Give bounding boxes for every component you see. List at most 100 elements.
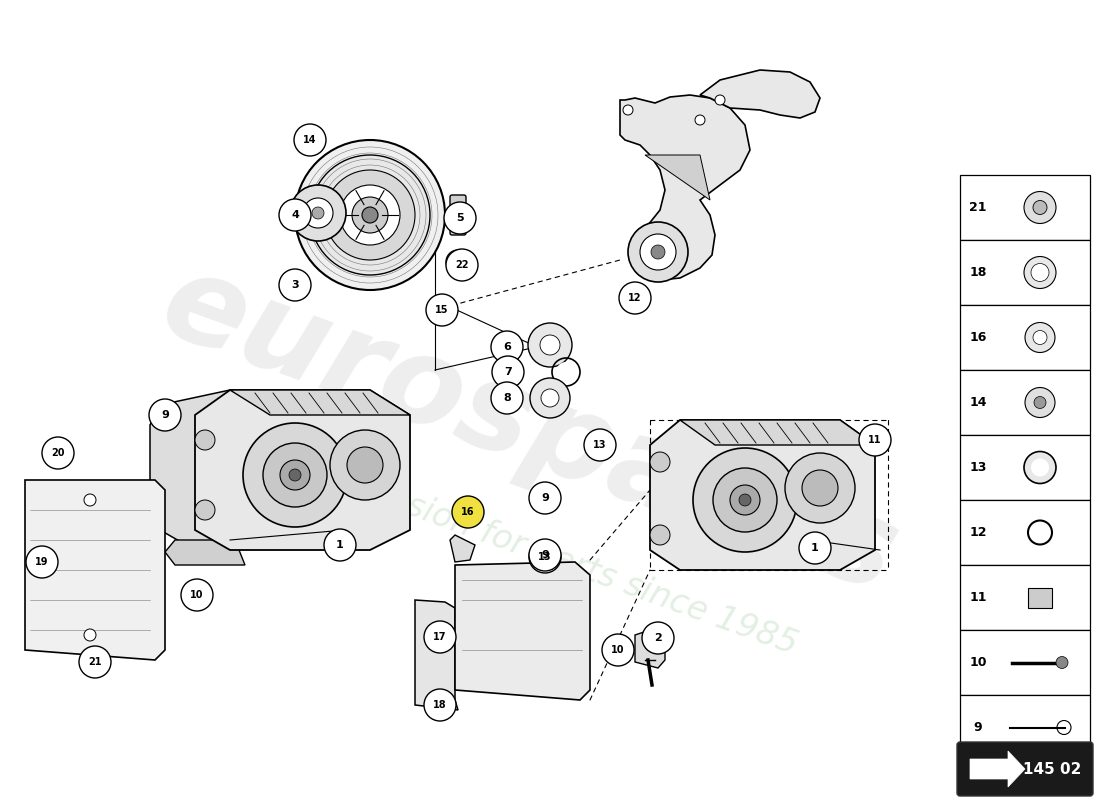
Circle shape bbox=[695, 115, 705, 125]
Text: 14: 14 bbox=[969, 396, 987, 409]
Polygon shape bbox=[455, 562, 590, 700]
Circle shape bbox=[491, 331, 522, 363]
Circle shape bbox=[1024, 451, 1056, 483]
Polygon shape bbox=[165, 540, 245, 565]
Circle shape bbox=[650, 525, 670, 545]
Circle shape bbox=[715, 95, 725, 105]
Text: 5: 5 bbox=[456, 213, 464, 223]
Text: 1: 1 bbox=[811, 543, 818, 553]
Circle shape bbox=[182, 579, 213, 611]
Circle shape bbox=[1056, 657, 1068, 669]
Circle shape bbox=[324, 170, 415, 260]
Circle shape bbox=[1025, 322, 1055, 353]
Circle shape bbox=[290, 185, 346, 241]
Bar bbox=[960, 175, 1090, 240]
Text: 9: 9 bbox=[161, 410, 169, 420]
Circle shape bbox=[1031, 458, 1049, 477]
Circle shape bbox=[352, 197, 388, 233]
Text: 4: 4 bbox=[292, 210, 299, 220]
Polygon shape bbox=[620, 95, 750, 280]
Text: 21: 21 bbox=[969, 201, 987, 214]
Circle shape bbox=[739, 494, 751, 506]
Circle shape bbox=[528, 323, 572, 367]
Bar bbox=[1028, 587, 1052, 607]
Circle shape bbox=[623, 105, 632, 115]
Text: 11: 11 bbox=[868, 435, 882, 445]
Circle shape bbox=[1034, 526, 1046, 538]
Circle shape bbox=[799, 532, 830, 564]
Text: 16: 16 bbox=[461, 507, 475, 517]
Text: 14: 14 bbox=[304, 135, 317, 145]
Circle shape bbox=[279, 269, 311, 301]
Text: 17: 17 bbox=[433, 632, 447, 642]
Text: 145 02: 145 02 bbox=[1023, 762, 1081, 777]
Circle shape bbox=[602, 634, 634, 666]
Text: 11: 11 bbox=[969, 591, 987, 604]
Polygon shape bbox=[415, 600, 458, 710]
Circle shape bbox=[785, 453, 855, 523]
Circle shape bbox=[312, 207, 324, 219]
Circle shape bbox=[195, 500, 214, 520]
Circle shape bbox=[541, 389, 559, 407]
Text: 13: 13 bbox=[969, 461, 987, 474]
Circle shape bbox=[730, 485, 760, 515]
Circle shape bbox=[79, 646, 111, 678]
Bar bbox=[960, 435, 1090, 500]
Circle shape bbox=[529, 539, 561, 571]
Text: 20: 20 bbox=[52, 448, 65, 458]
Circle shape bbox=[444, 202, 476, 234]
Circle shape bbox=[424, 621, 456, 653]
Circle shape bbox=[446, 249, 478, 281]
Circle shape bbox=[802, 470, 838, 506]
Text: 18: 18 bbox=[433, 700, 447, 710]
Text: 21: 21 bbox=[88, 657, 101, 667]
Text: 12: 12 bbox=[628, 293, 641, 303]
Polygon shape bbox=[195, 390, 410, 550]
Circle shape bbox=[295, 140, 446, 290]
Bar bbox=[960, 305, 1090, 370]
Circle shape bbox=[279, 199, 311, 231]
Circle shape bbox=[1033, 201, 1047, 214]
Text: 9: 9 bbox=[974, 721, 982, 734]
Circle shape bbox=[859, 424, 891, 456]
FancyBboxPatch shape bbox=[450, 195, 466, 235]
Circle shape bbox=[426, 294, 458, 326]
Circle shape bbox=[289, 469, 301, 481]
Circle shape bbox=[529, 482, 561, 514]
Circle shape bbox=[693, 448, 798, 552]
Circle shape bbox=[346, 447, 383, 483]
Text: 12: 12 bbox=[969, 526, 987, 539]
Text: 18: 18 bbox=[969, 266, 987, 279]
Bar bbox=[960, 240, 1090, 305]
Circle shape bbox=[619, 282, 651, 314]
Circle shape bbox=[263, 443, 327, 507]
Circle shape bbox=[324, 529, 356, 561]
Circle shape bbox=[1024, 191, 1056, 223]
Text: 1: 1 bbox=[337, 540, 344, 550]
Circle shape bbox=[148, 399, 182, 431]
Text: eurospares: eurospares bbox=[147, 243, 913, 617]
Bar bbox=[960, 695, 1090, 760]
Circle shape bbox=[651, 245, 666, 259]
Text: 16: 16 bbox=[969, 331, 987, 344]
Circle shape bbox=[530, 378, 570, 418]
Circle shape bbox=[540, 335, 560, 355]
Circle shape bbox=[195, 430, 214, 450]
Bar bbox=[960, 370, 1090, 435]
Polygon shape bbox=[450, 535, 475, 562]
Bar bbox=[960, 565, 1090, 630]
Text: 6: 6 bbox=[503, 342, 510, 352]
Text: 9: 9 bbox=[541, 493, 549, 503]
Circle shape bbox=[302, 198, 333, 228]
Circle shape bbox=[330, 430, 400, 500]
Circle shape bbox=[713, 468, 777, 532]
Text: 9: 9 bbox=[541, 550, 549, 560]
Circle shape bbox=[1034, 397, 1046, 409]
Text: 2: 2 bbox=[654, 633, 662, 643]
Text: 13: 13 bbox=[538, 552, 552, 562]
Polygon shape bbox=[970, 751, 1025, 787]
Circle shape bbox=[1031, 263, 1049, 282]
Circle shape bbox=[1025, 387, 1055, 418]
Text: 22: 22 bbox=[455, 260, 469, 270]
Text: 10: 10 bbox=[190, 590, 204, 600]
